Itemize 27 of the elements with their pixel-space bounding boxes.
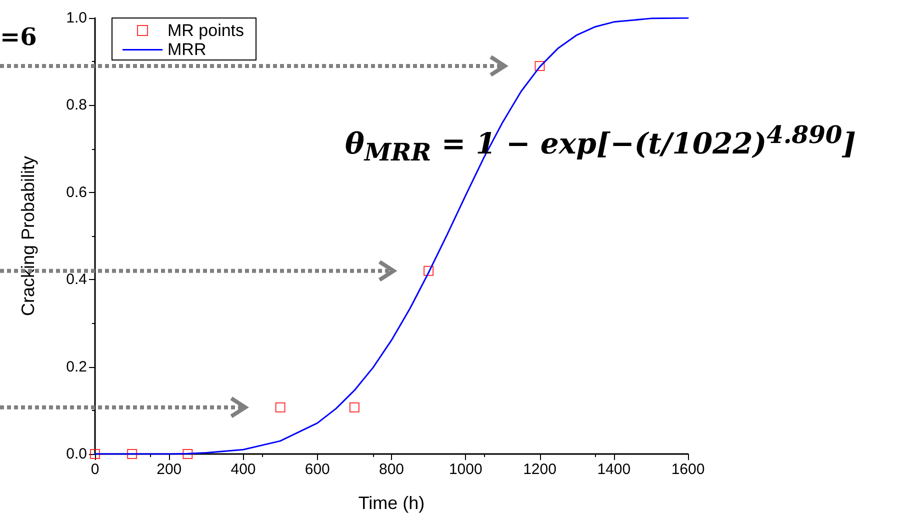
x-tick-label: 1200 xyxy=(523,461,556,478)
point xyxy=(127,449,138,459)
y-axis-title: Cracking Probability xyxy=(18,156,38,316)
x-tick-label: 0 xyxy=(90,461,100,478)
point xyxy=(534,60,545,71)
point xyxy=(182,449,193,459)
text: =6 xyxy=(0,22,37,51)
y-tick-label: 0.0 xyxy=(66,446,87,462)
x-tick-label: 1000 xyxy=(448,461,482,478)
legend-label: MR points xyxy=(168,21,244,40)
x-tick-label: 1400 xyxy=(597,461,631,478)
y-tick-label: 0.4 xyxy=(66,271,87,288)
point xyxy=(424,266,434,276)
x-tick-label: 600 xyxy=(304,461,330,478)
y-tick-label: 0.8 xyxy=(66,96,87,114)
point xyxy=(275,402,286,412)
x-axis-title: Time (h) xyxy=(358,493,425,513)
x-tick-label: 400 xyxy=(230,461,256,478)
y-tick-label: 0.6 xyxy=(66,184,87,201)
annotation: θ$_{MRR}$ = 1 − exp[−(t/1022)$^{4.890}$] xyxy=(345,120,856,166)
point xyxy=(349,402,360,412)
x-tick-label: 1600 xyxy=(671,461,705,478)
y-tick-label: 1.0 xyxy=(66,10,87,26)
legend-label: MRR xyxy=(168,40,206,59)
x-tick-label: 200 xyxy=(156,461,182,478)
x-tick-label: 800 xyxy=(378,461,404,478)
y-tick-label: 0.2 xyxy=(66,358,87,376)
